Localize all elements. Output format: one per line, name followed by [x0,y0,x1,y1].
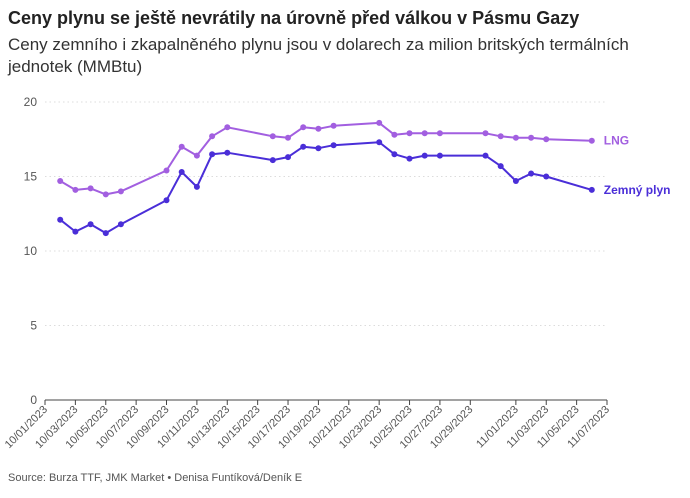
data-point [315,125,322,132]
source-note: Source: Burza TTF, JMK Market • Denisa F… [8,472,303,484]
data-point [224,124,231,131]
data-point [482,152,489,159]
series-line-lng [59,121,592,196]
data-point [285,154,291,161]
data-point [330,142,337,149]
data-point [543,173,550,180]
data-point [163,197,170,204]
data-point [406,155,413,162]
line-chart: 0510152010/01/202310/03/202310/05/202310… [3,95,671,451]
data-point [224,149,231,156]
data-point [421,152,428,159]
data-point [87,221,94,228]
data-point [391,151,398,158]
y-tick-label: 5 [30,319,37,333]
data-point [391,131,398,138]
data-point [72,186,79,193]
y-tick-label: 20 [24,95,38,109]
data-point [512,134,519,141]
data-point [315,145,322,152]
data-point [421,130,428,137]
y-tick-label: 10 [24,244,38,258]
data-point [512,178,519,184]
data-point [57,178,64,184]
data-point [300,143,307,150]
data-point [285,134,291,141]
chart-subtitle: Ceny zemního i zkapalněného plynu jsou v… [8,35,629,76]
y-tick-label: 0 [30,393,37,407]
data-point [269,133,276,140]
data-point [330,122,337,129]
data-point [406,130,413,137]
data-point [87,185,94,192]
series-label: Zemný plyn [604,183,671,197]
data-point [117,188,124,195]
data-point [193,183,200,190]
data-point [528,170,535,177]
data-point [178,169,185,175]
y-tick-label: 15 [24,170,38,184]
data-point [436,130,443,137]
data-point [163,167,170,174]
data-point [482,130,489,137]
series-line-zemny-plyn [59,141,593,235]
data-point [543,136,550,143]
data-point [209,151,216,158]
data-point [376,119,383,126]
data-point [57,216,64,223]
data-point [269,157,276,164]
data-point [209,133,216,140]
data-point [300,124,307,131]
data-point [497,133,504,140]
data-point [102,230,109,237]
chart-title: Ceny plynu se ještě nevrátily na úrovně … [8,8,580,28]
data-point [102,191,109,198]
data-point [528,134,535,141]
data-point [497,163,504,170]
data-point [193,152,200,159]
data-point [178,143,185,150]
data-point [436,152,443,159]
data-point [376,139,383,146]
data-point [117,221,124,228]
data-point [588,137,595,144]
data-point [588,186,595,193]
series-label: LNG [604,134,629,148]
data-point [72,228,79,235]
